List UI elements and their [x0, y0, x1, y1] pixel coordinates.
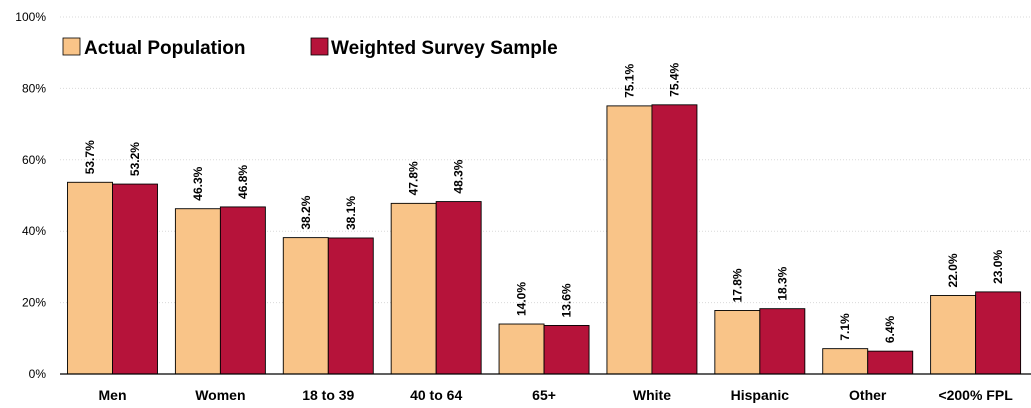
data-label: 46.8% [236, 165, 250, 199]
y-tick-label: 40% [22, 224, 46, 238]
data-label: 53.2% [128, 142, 142, 176]
x-axis: Men Women 18 to 39 40 to 64 65+ White Hispanic… [60, 373, 1031, 403]
data-label: 22.0% [946, 253, 960, 287]
bar [174, 208, 221, 375]
data-label: 47.8% [407, 161, 421, 195]
legend-label-weighted-survey-sample: Weighted Survey Sample [331, 38, 558, 59]
bar [975, 291, 1022, 375]
data-label: 48.3% [452, 159, 466, 193]
data-label: 7.1% [838, 313, 852, 341]
data-label: 18.3% [775, 266, 789, 300]
y-tick-label: 80% [22, 81, 46, 95]
x-category-label: Hispanic [731, 387, 790, 403]
bar [543, 324, 590, 375]
data-label: 38.1% [344, 196, 358, 230]
x-category-label: Women [195, 387, 245, 403]
x-category-label: 65+ [532, 387, 556, 403]
legend-label-actual-population: Actual Population [84, 38, 246, 59]
bar [606, 105, 653, 375]
legend: Actual Population Weighted Survey Sample [62, 37, 558, 59]
data-label: 14.0% [515, 282, 529, 316]
bar [930, 295, 977, 375]
bar [219, 206, 266, 375]
data-label: 13.6% [560, 283, 574, 317]
bars: 53.7% 46.3% 38.2% 47.8% 14.0% 75.1% 17.8% 7.1% 2… [67, 62, 1022, 375]
data-label: 38.2% [299, 195, 313, 229]
x-category-label: White [633, 387, 671, 403]
data-label: 17.8% [730, 268, 744, 302]
bar [67, 181, 113, 375]
bar [822, 348, 869, 375]
x-category-label: 40 to 64 [410, 387, 462, 403]
data-label: 23.0% [991, 250, 1005, 284]
data-label: 75.1% [622, 64, 636, 98]
bar [759, 308, 806, 375]
bar [714, 310, 761, 375]
y-tick-label: 60% [22, 153, 46, 167]
bar [867, 350, 914, 375]
bar [390, 202, 437, 375]
bar [435, 201, 482, 375]
legend-swatch-actual-population [62, 37, 81, 56]
bar [327, 237, 374, 375]
x-category-label: <200% FPL [938, 387, 1013, 403]
legend-swatch-weighted-survey-sample [310, 37, 329, 56]
bar [498, 323, 545, 375]
bar [282, 237, 329, 375]
data-label: 46.3% [191, 166, 205, 200]
y-tick-label: 0% [29, 367, 47, 381]
data-label: 53.7% [83, 140, 97, 174]
bar [112, 183, 158, 375]
y-tick-label: 100% [15, 10, 46, 24]
y-tick-label: 20% [22, 296, 46, 310]
data-label: 75.4% [667, 62, 681, 96]
data-label: 6.4% [883, 315, 897, 343]
bar [651, 104, 698, 375]
x-category-label: Other [849, 387, 887, 403]
x-category-label: Men [99, 387, 127, 403]
y-axis: 0% 20% 40% 60% 80% 100% [15, 10, 46, 381]
x-category-label: 18 to 39 [302, 387, 354, 403]
